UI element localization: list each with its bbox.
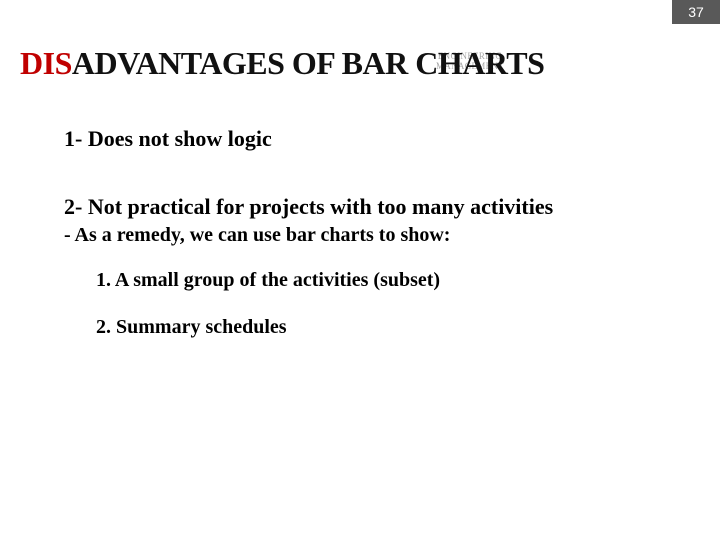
slide-number-badge: 37 (672, 0, 720, 24)
point-1: 1- Does not show logic (64, 125, 680, 153)
title-highlight: DIS (20, 45, 72, 81)
sub-list: 1. A small group of the activities (subs… (96, 269, 680, 339)
sub-item-1: 1. A small group of the activities (subs… (96, 269, 680, 292)
remedy-intro: - As a remedy, we can use bar charts to … (64, 224, 680, 247)
slide-title: DISADVANTAGES OF BAR CHARTS (20, 45, 544, 82)
slide-body: 1- Does not show logic 2- Not practical … (64, 125, 680, 363)
point-2: 2- Not practical for projects with too m… (64, 193, 680, 221)
slide: 37 ENGINEERING MANAGEMENT DISADVANTAGES … (0, 0, 720, 540)
title-rest: ADVANTAGES OF BAR CHARTS (72, 45, 545, 81)
sub-item-2: 2. Summary schedules (96, 316, 680, 339)
